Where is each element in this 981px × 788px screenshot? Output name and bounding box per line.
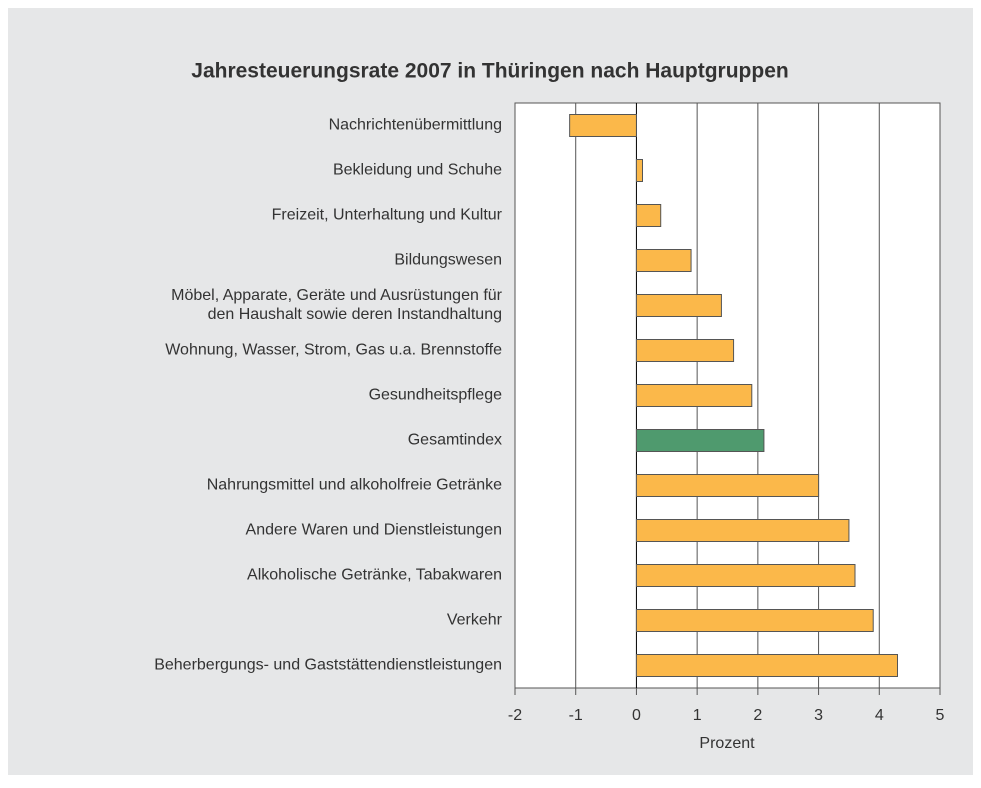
- x-tick-label: 5: [936, 707, 945, 724]
- x-tick-label: 2: [753, 707, 762, 724]
- bar: [635, 609, 874, 632]
- y-tick-label: Verkehr: [447, 612, 503, 629]
- bar: [635, 159, 644, 182]
- bar: [635, 384, 753, 407]
- y-tick-label: Alkoholische Getränke, Tabakwaren: [247, 567, 502, 584]
- x-tick-label: 0: [632, 707, 641, 724]
- y-tick-label: Beherbergungs- und Gaststättendienstleis…: [154, 657, 502, 674]
- y-tick-label: Gesundheitspflege: [369, 387, 503, 404]
- x-tick-label: 3: [814, 707, 823, 724]
- x-axis-label: Prozent: [699, 735, 755, 752]
- y-tick-label: Bildungswesen: [394, 252, 502, 269]
- x-tick-label: -2: [508, 707, 522, 724]
- bar: [635, 564, 856, 587]
- bar: [635, 249, 692, 272]
- y-tick-label: Bekleidung und Schuhe: [333, 162, 502, 179]
- bar: [635, 429, 765, 452]
- bar: [635, 654, 899, 677]
- y-tick-label: Freizeit, Unterhaltung und Kultur: [272, 207, 503, 224]
- bar: [569, 114, 637, 137]
- bar: [635, 519, 850, 542]
- y-tick-label: Nahrungsmittel und alkoholfreie Getränke: [207, 477, 502, 494]
- x-tick-label: 4: [875, 707, 884, 724]
- x-tick-label: 1: [693, 707, 702, 724]
- x-tick-label: -1: [569, 707, 583, 724]
- y-tick-label: Andere Waren und Dienstleistungen: [246, 522, 502, 539]
- chart-title: Jahresteuerungsrate 2007 in Thüringen na…: [191, 60, 788, 83]
- y-tick-label: Gesamtindex: [408, 432, 502, 449]
- bar: [635, 339, 735, 362]
- bar: [635, 204, 662, 227]
- bar: [635, 294, 722, 317]
- bar: [635, 474, 820, 497]
- y-tick-label: Möbel, Apparate, Geräte und Ausrüstungen…: [171, 287, 503, 323]
- y-tick-label: Wohnung, Wasser, Strom, Gas u.a. Brennst…: [165, 342, 502, 359]
- y-tick-label: Nachrichtenübermittlung: [329, 117, 502, 134]
